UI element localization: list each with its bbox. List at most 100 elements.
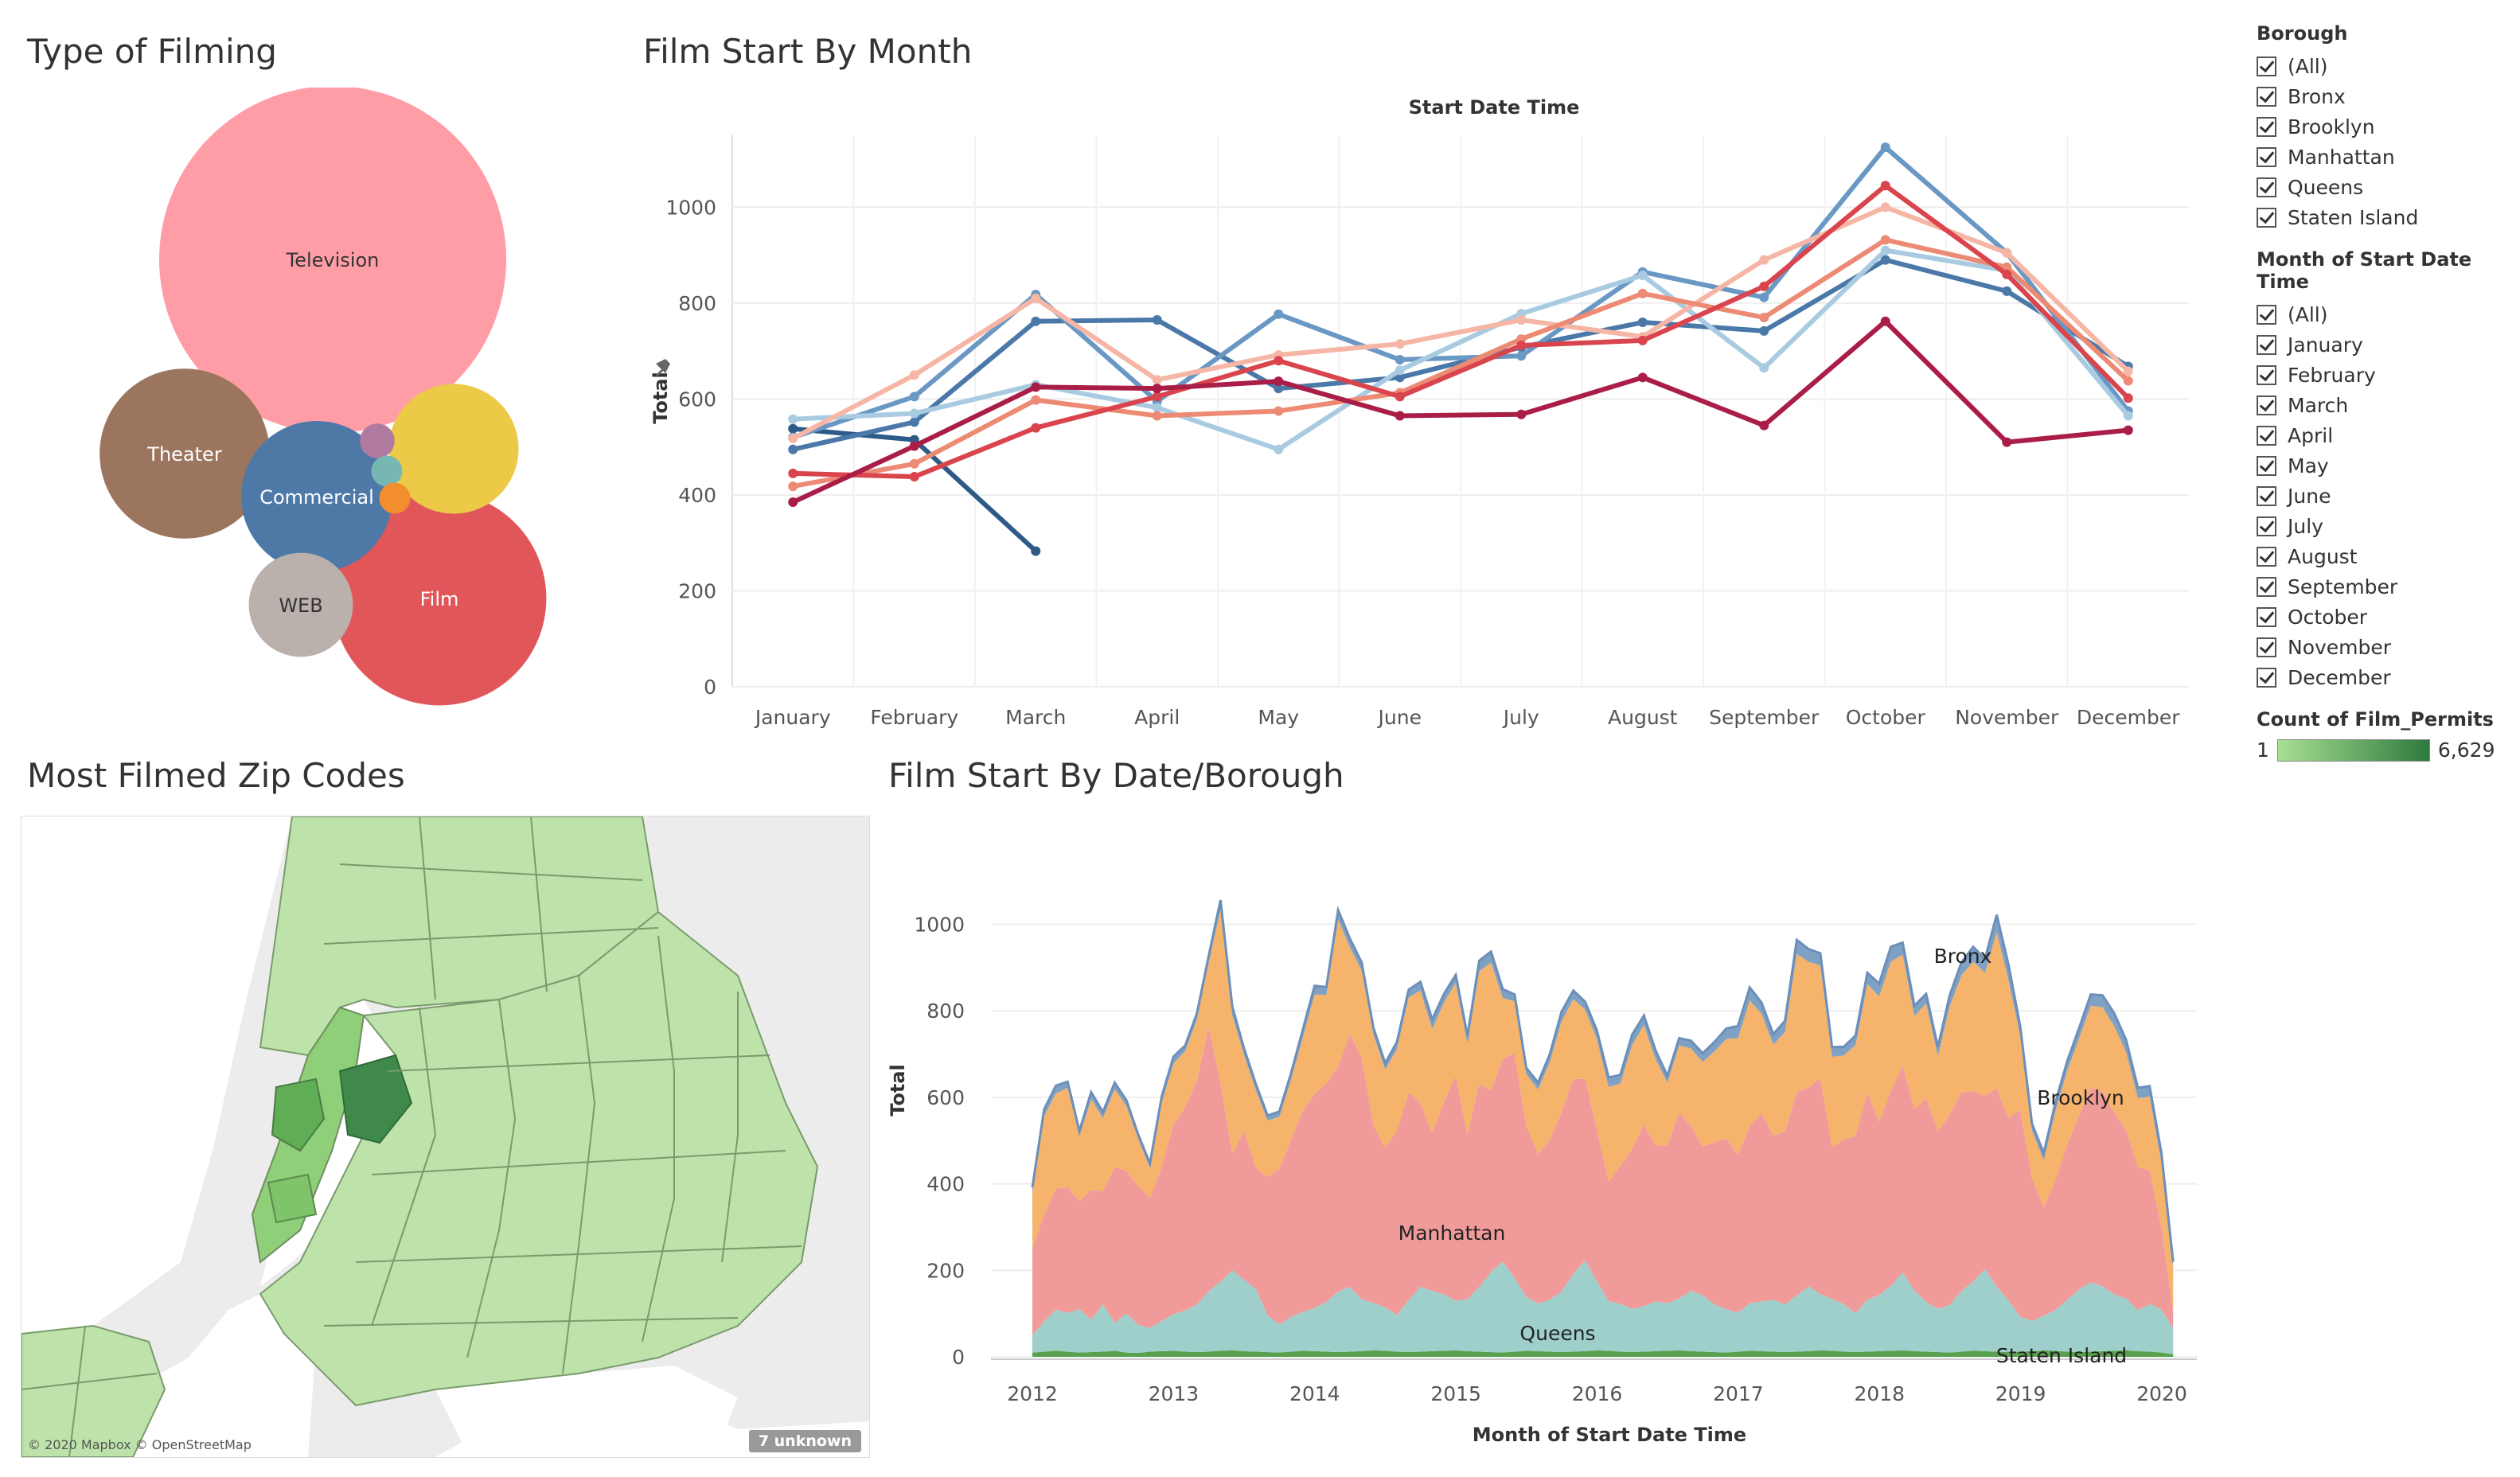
line-point[interactable] (909, 458, 919, 469)
borough-filter-item[interactable]: Queens (2257, 172, 2511, 202)
checkbox-checked-icon[interactable] (2257, 116, 2276, 137)
line-point[interactable] (788, 414, 798, 424)
map-attribution[interactable]: © 2020 Mapbox © OpenStreetMap (28, 1437, 252, 1452)
checkbox-checked-icon[interactable] (2257, 576, 2276, 597)
line-point[interactable] (2002, 247, 2012, 258)
borough-filter-item[interactable]: (All) (2257, 51, 2511, 81)
type-of-filming-bubble-chart[interactable]: Television Film Theater Commercial WEB (0, 88, 573, 716)
line-point[interactable] (2002, 437, 2012, 447)
bubble-mark[interactable] (159, 88, 506, 433)
line-point[interactable] (2123, 425, 2133, 435)
line-point[interactable] (1395, 355, 1405, 365)
checkbox-checked-icon[interactable] (2257, 86, 2276, 107)
line-point[interactable] (1031, 382, 1041, 392)
line-point[interactable] (1152, 315, 1162, 325)
line-point[interactable] (1395, 392, 1405, 402)
month-filter-item[interactable]: August (2257, 541, 2511, 571)
line-point[interactable] (1274, 309, 1284, 319)
bubble-mark[interactable] (388, 384, 519, 514)
line-point[interactable] (1637, 270, 1648, 280)
line-point[interactable] (788, 481, 798, 492)
line-point[interactable] (1031, 423, 1041, 433)
line-point[interactable] (1880, 316, 1890, 326)
checkbox-checked-icon[interactable] (2257, 546, 2276, 567)
line-point[interactable] (788, 433, 798, 443)
line-series[interactable] (793, 247, 2131, 452)
line-point[interactable] (1274, 444, 1284, 454)
area-series-band[interactable] (1032, 910, 2174, 1311)
line-point[interactable] (909, 417, 919, 427)
line-point[interactable] (1880, 255, 1890, 265)
line-point[interactable] (2123, 376, 2133, 386)
checkbox-checked-icon[interactable] (2257, 177, 2276, 197)
line-point[interactable] (1516, 315, 1527, 325)
line-point[interactable] (1031, 293, 1041, 303)
line-point[interactable] (1516, 409, 1527, 419)
line-point[interactable] (1759, 363, 1769, 373)
line-point[interactable] (1759, 420, 1769, 431)
borough-filter-item[interactable]: Staten Island (2257, 202, 2511, 232)
month-filter-item[interactable]: (All) (2257, 299, 2511, 329)
line-point[interactable] (1880, 202, 1890, 212)
line-point[interactable] (1880, 245, 1890, 255)
checkbox-checked-icon[interactable] (2257, 516, 2276, 536)
line-point[interactable] (909, 408, 919, 419)
borough-filter-item[interactable]: Bronx (2257, 81, 2511, 111)
line-point[interactable] (1274, 356, 1284, 366)
bubble-mark[interactable] (332, 491, 547, 706)
line-point[interactable] (2002, 286, 2012, 296)
month-filter-item[interactable]: January (2257, 329, 2511, 360)
line-point[interactable] (1637, 288, 1648, 298)
area-series-band[interactable] (1032, 1350, 2174, 1357)
line-point[interactable] (1152, 384, 1162, 394)
borough-filter-item[interactable]: Manhattan (2257, 142, 2511, 172)
bubble-mark[interactable] (360, 423, 395, 458)
line-point[interactable] (1759, 255, 1769, 265)
checkbox-checked-icon[interactable] (2257, 606, 2276, 627)
checkbox-checked-icon[interactable] (2257, 304, 2276, 325)
bubble-mark[interactable] (99, 368, 270, 539)
line-point[interactable] (1395, 372, 1405, 383)
line-point[interactable] (788, 444, 798, 454)
checkbox-checked-icon[interactable] (2257, 364, 2276, 385)
line-point[interactable] (1274, 376, 1284, 387)
month-filter-item[interactable]: May (2257, 450, 2511, 481)
checkbox-checked-icon[interactable] (2257, 207, 2276, 228)
line-series[interactable] (793, 183, 2130, 480)
line-point[interactable] (909, 441, 919, 451)
bubble-mark[interactable] (371, 455, 403, 487)
line-point[interactable] (1274, 406, 1284, 416)
line-point[interactable] (909, 472, 919, 482)
film-start-by-date-borough-area-chart[interactable]: Total Month of Start Date Time 0 200 400 60… (876, 812, 2213, 1464)
line-point[interactable] (2123, 393, 2133, 403)
zip-code-map[interactable]: © 2020 Mapbox © OpenStreetMap 7 unknown (21, 816, 870, 1458)
borough-filter-item[interactable]: Brooklyn (2257, 111, 2511, 142)
bubble-mark[interactable] (240, 420, 393, 573)
line-point[interactable] (1152, 403, 1162, 413)
line-series[interactable] (791, 205, 2130, 441)
line-point[interactable] (1395, 411, 1405, 421)
checkbox-checked-icon[interactable] (2257, 455, 2276, 476)
area-series-band[interactable] (1032, 900, 2174, 1269)
line-point[interactable] (1031, 395, 1041, 405)
line-series[interactable] (792, 237, 2130, 489)
line-point[interactable] (1759, 292, 1769, 302)
pin-icon[interactable] (656, 359, 670, 376)
month-filter-item[interactable]: March (2257, 390, 2511, 420)
month-filter-item[interactable]: November (2257, 632, 2511, 662)
line-point[interactable] (1031, 316, 1041, 326)
line-point[interactable] (1880, 181, 1890, 191)
line-point[interactable] (1759, 281, 1769, 291)
line-point[interactable] (1880, 235, 1890, 245)
checkbox-checked-icon[interactable] (2257, 425, 2276, 446)
line-point[interactable] (2123, 366, 2133, 376)
line-point[interactable] (788, 468, 798, 478)
unknown-badge[interactable]: 7 unknown (748, 1430, 861, 1452)
checkbox-checked-icon[interactable] (2257, 395, 2276, 415)
month-filter-item[interactable]: June (2257, 481, 2511, 511)
line-point[interactable] (1637, 318, 1648, 328)
film-start-by-month-line-chart[interactable]: Start Date Time Total 0 200 400 600 800 1000 J… (621, 88, 2213, 748)
line-point[interactable] (788, 423, 798, 434)
line-point[interactable] (1152, 411, 1162, 421)
checkbox-checked-icon[interactable] (2257, 637, 2276, 657)
